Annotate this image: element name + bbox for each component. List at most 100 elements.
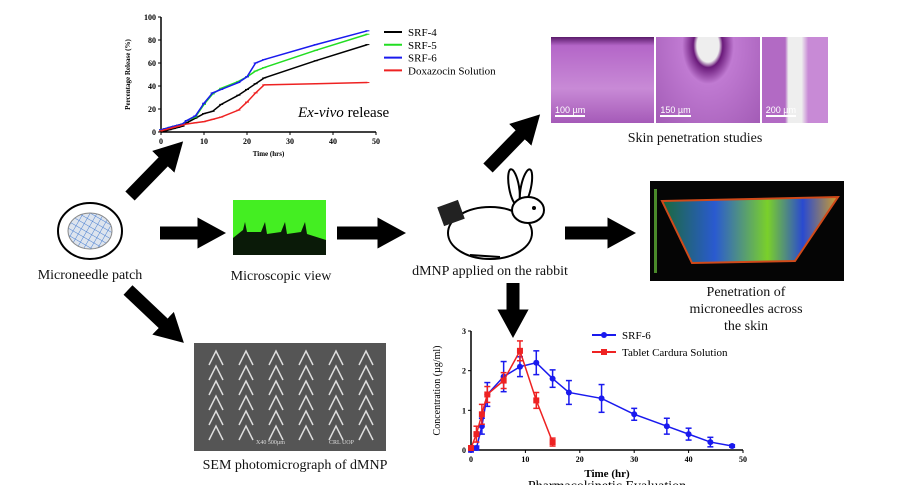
x-tick-label: 40 [685, 455, 693, 464]
microneedle [208, 394, 224, 411]
data-point [484, 391, 491, 398]
data-point [549, 375, 556, 382]
legend-label: SRF-5 [408, 40, 437, 52]
microneedle [208, 349, 224, 366]
legend-label: Doxazocin Solution [408, 65, 496, 77]
data-point [468, 445, 474, 452]
legend-label: SRF-4 [408, 27, 437, 39]
microneedle [328, 394, 344, 411]
microneedle [298, 409, 314, 426]
x-tick-label: 10 [521, 455, 529, 464]
data-point [565, 389, 572, 396]
microneedle [328, 364, 344, 381]
microscopic-view-image [233, 200, 326, 255]
microneedle [268, 379, 284, 396]
microneedle [328, 379, 344, 396]
data-point [516, 347, 523, 354]
microneedle [208, 409, 224, 426]
x-tick-label: 10 [200, 137, 208, 146]
data-point [516, 363, 523, 370]
x-tick-label: 0 [159, 137, 163, 146]
data-point [500, 377, 507, 384]
y-axis-label: Percentage Release (%) [124, 39, 132, 110]
pharmacokinetic-title: Pharmacokinetic Evaluation [528, 479, 686, 485]
microneedle [208, 379, 224, 396]
data-point [663, 423, 670, 430]
ex-vivo-release-chart: 0 10 20 30 40 50 0 20 40 60 80 100 Time (hrs) Percent… [124, 13, 496, 158]
svg-text:X40 500µm: X40 500µm [256, 440, 285, 446]
data-point [549, 439, 556, 446]
svg-text:CRL UOP: CRL UOP [329, 440, 355, 446]
microneedle [328, 409, 344, 426]
y-tick-label: 0 [152, 128, 156, 137]
microneedle [208, 364, 224, 381]
x-tick-label: 30 [286, 137, 294, 146]
x-tick-label: 50 [372, 137, 380, 146]
y-tick-label: 80 [148, 36, 156, 45]
legend-marker [601, 332, 607, 338]
data-point [598, 395, 605, 402]
microneedle [238, 379, 254, 396]
microneedle [358, 409, 374, 426]
y-tick-label: 40 [148, 82, 156, 91]
data-point [707, 439, 714, 446]
microneedle [358, 364, 374, 381]
microneedle [328, 349, 344, 366]
legend-label: SRF-6 [408, 53, 437, 65]
y-tick-label: 0 [462, 446, 466, 455]
microneedle-patch-icon [57, 202, 123, 260]
x-tick-label: 0 [469, 455, 473, 464]
microneedle [298, 394, 314, 411]
label-penetration: Penetration of microneedles across the s… [689, 285, 803, 334]
x-axis-label: Time (hr) [584, 468, 630, 480]
skin-histology-panels: 100 µm 150 µm 200 µm [551, 37, 828, 123]
data-point [473, 431, 480, 438]
data-point [533, 359, 540, 366]
y-tick-label: 100 [144, 13, 156, 22]
microneedle [238, 409, 254, 426]
rabbit-illustration [437, 168, 545, 260]
microneedle [298, 379, 314, 396]
x-tick-label: 20 [243, 137, 251, 146]
label-microscopic-view: Microscopic view [230, 269, 332, 284]
data-point [729, 443, 736, 450]
y-tick-label: 2 [462, 367, 466, 376]
microneedle [208, 424, 224, 441]
arrow-to-skin [483, 114, 541, 173]
arrow-to-sem [123, 285, 184, 343]
microneedle [238, 364, 254, 381]
microneedle [238, 424, 254, 441]
y-tick-label: 60 [148, 59, 156, 68]
x-axis-label: Time (hrs) [253, 150, 285, 158]
microneedle [358, 349, 374, 366]
ex-vivo-release-title: Ex-vivo release [297, 105, 390, 121]
x-tick-label: 30 [630, 455, 638, 464]
skin-panel: 200 µm [761, 37, 828, 123]
data-point [478, 411, 485, 418]
microneedle [268, 394, 284, 411]
microneedle [268, 349, 284, 366]
data-point [533, 397, 540, 404]
skin-panel: 100 µm [551, 37, 655, 123]
data-point [473, 445, 480, 452]
pharmacokinetic-chart: 0 10 20 30 40 50 0 1 2 3 Time (hr) Concentration (µ… [432, 327, 747, 485]
label-sem: SEM photomicrograph of dMNP [202, 458, 388, 473]
microneedle [268, 424, 284, 441]
arrow-to-release [125, 141, 184, 201]
sem-image: X40 500µm CRL UOP [194, 343, 386, 451]
skin-panel: 150 µm [656, 37, 760, 123]
microneedle [268, 409, 284, 426]
microneedle [268, 364, 284, 381]
x-tick-label: 20 [576, 455, 584, 464]
microneedle [298, 424, 314, 441]
y-tick-label: 1 [462, 406, 466, 415]
penetration-3d-image [650, 181, 844, 281]
microneedle [358, 394, 374, 411]
microneedle [358, 379, 374, 396]
microneedle [238, 349, 254, 366]
label-rabbit: dMNP applied on the rabbit [412, 264, 568, 279]
y-tick-label: 3 [462, 327, 466, 336]
y-tick-label: 20 [148, 105, 156, 114]
